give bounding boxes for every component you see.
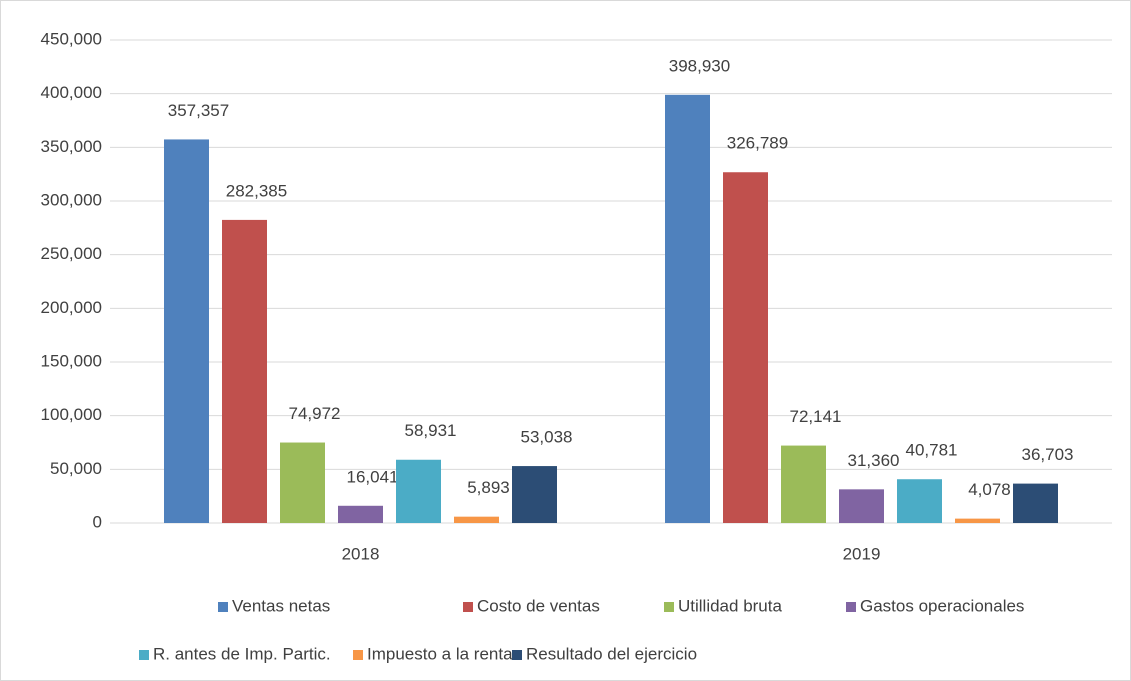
bar (723, 172, 768, 524)
bar (164, 139, 209, 523)
legend-swatch (846, 602, 856, 612)
bar (280, 442, 325, 523)
bar (897, 479, 942, 523)
data-label: 58,931 (405, 421, 457, 440)
y-tick-label: 300,000 (41, 190, 102, 209)
legend-swatch (463, 602, 473, 612)
data-label: 36,703 (1022, 445, 1074, 464)
legend-swatch (664, 602, 674, 612)
bar (396, 459, 441, 523)
x-tick-label: 2019 (843, 544, 881, 563)
bar (781, 445, 826, 523)
data-label: 4,078 (968, 480, 1011, 499)
y-tick-label: 400,000 (41, 83, 102, 102)
y-tick-label: 450,000 (41, 29, 102, 48)
legend-label: Ventas netas (232, 596, 330, 615)
data-label: 72,141 (790, 407, 842, 426)
y-tick-label: 200,000 (41, 298, 102, 317)
bar (955, 518, 1000, 523)
legend-label: R. antes de Imp. Partic. (153, 644, 331, 663)
legend-swatch (218, 602, 228, 612)
legend-label: Impuesto a la renta (367, 644, 513, 663)
data-label: 53,038 (521, 428, 573, 447)
data-label: 40,781 (906, 441, 958, 460)
bar (222, 219, 267, 523)
data-label: 31,360 (848, 451, 900, 470)
data-label: 398,930 (669, 56, 730, 75)
data-label: 357,357 (168, 101, 229, 120)
x-tick-label: 2018 (342, 544, 380, 563)
legend-swatch (512, 650, 522, 660)
bar (1013, 483, 1058, 523)
legend-label: Gastos operacionales (860, 596, 1024, 615)
data-label: 282,385 (226, 181, 287, 200)
y-tick-label: 100,000 (41, 405, 102, 424)
bar (512, 466, 557, 523)
y-tick-label: 250,000 (41, 244, 102, 263)
y-tick-label: 50,000 (50, 459, 102, 478)
bar (839, 489, 884, 523)
y-tick-label: 0 (93, 512, 102, 531)
data-label: 16,041 (347, 467, 399, 486)
legend-label: Utillidad bruta (678, 596, 782, 615)
data-label: 5,893 (467, 478, 510, 497)
y-tick-label: 150,000 (41, 351, 102, 370)
bar (338, 505, 383, 523)
legend-label: Resultado del ejercicio (526, 644, 697, 663)
legend-swatch (139, 650, 149, 660)
bar (454, 516, 499, 523)
data-label: 326,789 (727, 134, 788, 153)
legend-swatch (353, 650, 363, 660)
bar (665, 94, 710, 524)
data-label: 74,972 (289, 404, 341, 423)
y-tick-label: 350,000 (41, 137, 102, 156)
legend-label: Costo de ventas (477, 596, 600, 615)
